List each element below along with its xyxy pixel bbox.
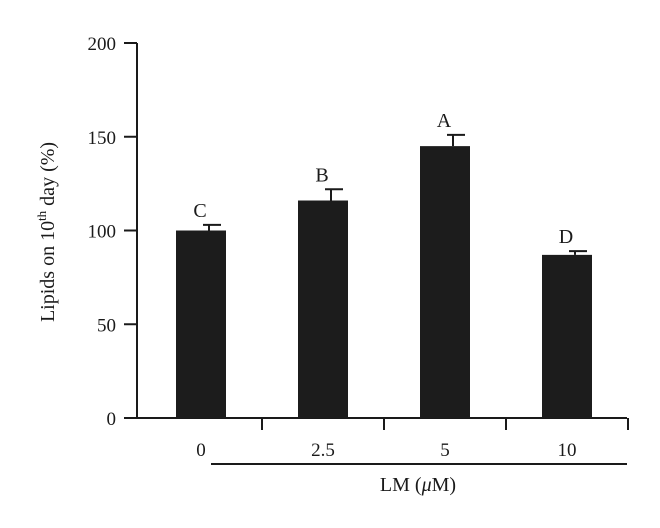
x-axis-title-italic: μ (421, 474, 432, 496)
bar (298, 200, 348, 418)
y-tick-label: 200 (88, 34, 117, 55)
y-axis-title-suffix: day (%) (37, 142, 59, 211)
x-tick-label: 10 (558, 440, 577, 461)
y-axis-title-superscript: th (34, 210, 49, 221)
significance-letter: D (559, 226, 573, 248)
y-axis-title: Lipids on 10th day (%) (34, 142, 59, 322)
x-axis-title-suffix: M) (432, 474, 456, 496)
y-tick-label: 50 (97, 315, 116, 336)
y-tick-label: 150 (88, 128, 117, 149)
significance-letters: C B A D (193, 110, 573, 248)
significance-letter: C (193, 200, 206, 222)
error-bars (203, 133, 587, 255)
bars (176, 146, 592, 418)
bar (420, 146, 470, 418)
x-tick-label: 2.5 (311, 440, 335, 461)
x-axis-title-prefix: LM ( (380, 474, 422, 496)
significance-letter: B (315, 164, 328, 186)
bar (176, 230, 226, 418)
y-axis: 0 50 100 150 200 (88, 34, 138, 430)
significance-letter: A (437, 110, 452, 132)
x-axis: 0 2.5 5 10 (137, 417, 629, 465)
x-tick-label: 0 (196, 440, 206, 461)
bar (542, 254, 592, 418)
y-axis-title-prefix: Lipids on 10 (37, 221, 59, 322)
y-tick-label: 100 (88, 222, 117, 243)
x-tick-label: 5 (440, 440, 450, 461)
x-axis-title: LM (μM) (380, 474, 456, 496)
y-tick-label: 0 (107, 409, 117, 430)
